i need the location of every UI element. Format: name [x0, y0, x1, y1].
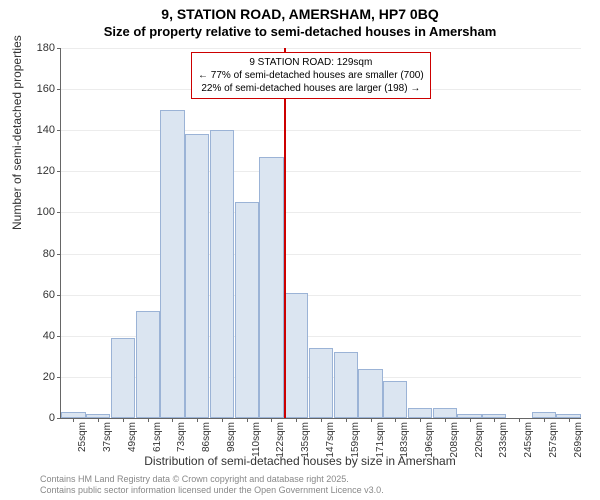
- marker-line: [284, 48, 286, 418]
- xtick-label: 86sqm: [201, 422, 212, 452]
- ytick-mark: [57, 418, 61, 419]
- ytick-label: 180: [25, 42, 55, 54]
- xtick-mark: [445, 418, 446, 422]
- xtick-label: 183sqm: [399, 422, 410, 458]
- gridline: [61, 212, 581, 213]
- xtick-label: 25sqm: [77, 422, 88, 452]
- ytick-label: 0: [25, 412, 55, 424]
- ytick-label: 60: [25, 289, 55, 301]
- xtick-mark: [544, 418, 545, 422]
- ytick-mark: [57, 212, 61, 213]
- gridline: [61, 130, 581, 131]
- plot-region: 02040608010012014016018025sqm37sqm49sqm6…: [60, 48, 581, 419]
- chart-title: 9, STATION ROAD, AMERSHAM, HP7 0BQ: [0, 0, 600, 22]
- ytick-label: 80: [25, 248, 55, 260]
- xtick-label: 208sqm: [449, 422, 460, 458]
- ytick-mark: [57, 171, 61, 172]
- ytick-mark: [57, 377, 61, 378]
- gridline: [61, 171, 581, 172]
- gridline: [61, 254, 581, 255]
- histogram-bar: [136, 311, 160, 418]
- histogram-bar: [309, 348, 333, 418]
- xtick-mark: [98, 418, 99, 422]
- ytick-mark: [57, 336, 61, 337]
- histogram-bar: [111, 338, 135, 418]
- xtick-mark: [148, 418, 149, 422]
- xtick-label: 159sqm: [350, 422, 361, 458]
- ytick-label: 160: [25, 83, 55, 95]
- chart-container: 9, STATION ROAD, AMERSHAM, HP7 0BQ Size …: [0, 0, 600, 500]
- histogram-bar: [235, 202, 259, 418]
- y-axis-label: Number of semi-detached properties: [10, 35, 24, 230]
- xtick-label: 73sqm: [176, 422, 187, 452]
- xtick-mark: [247, 418, 248, 422]
- xtick-label: 269sqm: [573, 422, 584, 458]
- ytick-label: 20: [25, 371, 55, 383]
- xtick-mark: [395, 418, 396, 422]
- xtick-mark: [321, 418, 322, 422]
- xtick-label: 196sqm: [424, 422, 435, 458]
- histogram-bar: [210, 130, 234, 418]
- xtick-label: 122sqm: [275, 422, 286, 458]
- xtick-mark: [371, 418, 372, 422]
- x-axis-label: Distribution of semi-detached houses by …: [0, 454, 600, 468]
- xtick-mark: [420, 418, 421, 422]
- xtick-mark: [123, 418, 124, 422]
- ytick-mark: [57, 89, 61, 90]
- chart-subtitle: Size of property relative to semi-detach…: [0, 22, 600, 39]
- ytick-mark: [57, 48, 61, 49]
- histogram-bar: [334, 352, 358, 418]
- histogram-bar: [160, 110, 184, 418]
- ytick-label: 120: [25, 165, 55, 177]
- histogram-bar: [185, 134, 209, 418]
- footer-attribution: Contains HM Land Registry data © Crown c…: [40, 474, 384, 496]
- ytick-mark: [57, 295, 61, 296]
- footer-line-2: Contains public sector information licen…: [40, 485, 384, 496]
- ytick-mark: [57, 254, 61, 255]
- xtick-mark: [172, 418, 173, 422]
- annotation-line: 22% of semi-detached houses are larger (…: [198, 82, 424, 95]
- gridline: [61, 295, 581, 296]
- xtick-label: 147sqm: [325, 422, 336, 458]
- xtick-label: 61sqm: [152, 422, 163, 452]
- ytick-label: 100: [25, 206, 55, 218]
- xtick-mark: [73, 418, 74, 422]
- xtick-label: 110sqm: [251, 422, 262, 457]
- xtick-label: 98sqm: [226, 422, 237, 452]
- xtick-mark: [222, 418, 223, 422]
- xtick-mark: [296, 418, 297, 422]
- annotation-box: 9 STATION ROAD: 129sqm← 77% of semi-deta…: [191, 52, 431, 99]
- histogram-bar: [284, 293, 308, 418]
- xtick-label: 171sqm: [375, 422, 386, 458]
- chart-area: 02040608010012014016018025sqm37sqm49sqm6…: [60, 48, 580, 418]
- ytick-label: 140: [25, 124, 55, 136]
- histogram-bar: [383, 381, 407, 418]
- histogram-bar: [259, 157, 283, 418]
- annotation-line: ← 77% of semi-detached houses are smalle…: [198, 69, 424, 82]
- footer-line-1: Contains HM Land Registry data © Crown c…: [40, 474, 384, 485]
- xtick-mark: [470, 418, 471, 422]
- histogram-bar: [433, 408, 457, 418]
- xtick-mark: [519, 418, 520, 422]
- ytick-label: 40: [25, 330, 55, 342]
- xtick-mark: [494, 418, 495, 422]
- xtick-mark: [271, 418, 272, 422]
- xtick-label: 135sqm: [300, 422, 311, 458]
- xtick-label: 233sqm: [498, 422, 509, 458]
- histogram-bar: [408, 408, 432, 418]
- xtick-mark: [346, 418, 347, 422]
- xtick-label: 37sqm: [102, 422, 113, 452]
- gridline: [61, 48, 581, 49]
- xtick-mark: [197, 418, 198, 422]
- xtick-mark: [569, 418, 570, 422]
- xtick-label: 220sqm: [474, 422, 485, 458]
- ytick-mark: [57, 130, 61, 131]
- xtick-label: 245sqm: [523, 422, 534, 458]
- xtick-label: 257sqm: [548, 422, 559, 458]
- annotation-line: 9 STATION ROAD: 129sqm: [198, 56, 424, 69]
- xtick-label: 49sqm: [127, 422, 138, 452]
- histogram-bar: [358, 369, 382, 418]
